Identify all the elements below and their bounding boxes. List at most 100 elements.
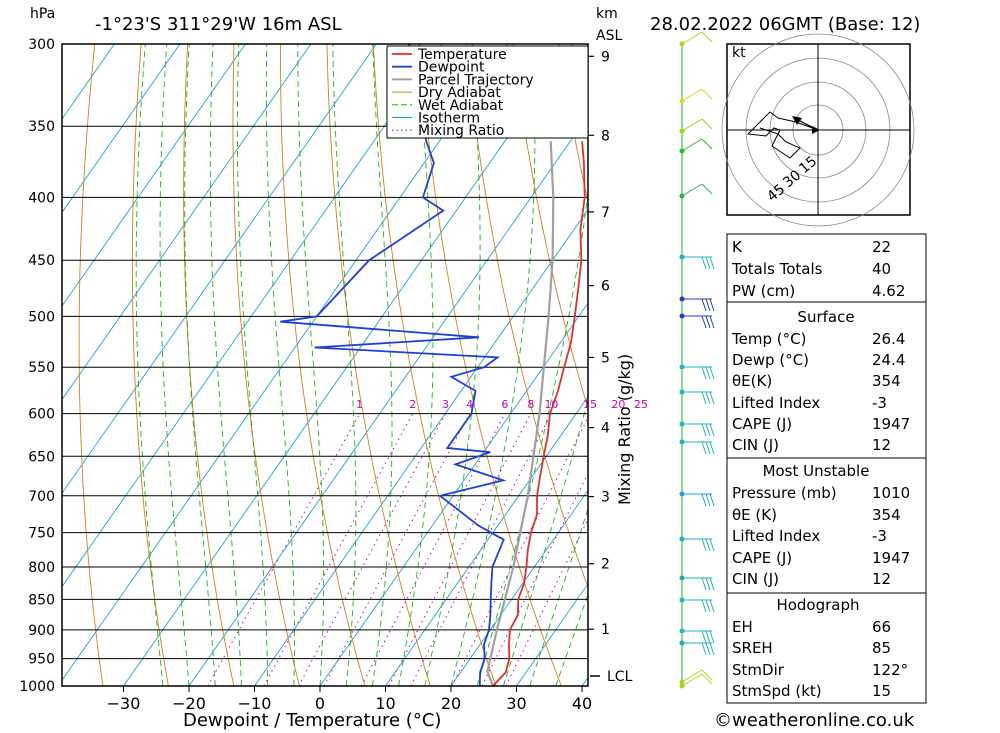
storm-motion-arrowhead [792,116,802,125]
dry-adiabat-line [977,44,1000,686]
wind-barb-flag [709,366,715,380]
height-tick-label: 2 [601,557,610,573]
hodograph-trace [746,111,819,159]
pressure-tick-label: 450 [28,253,55,269]
temperature-tick-label: 40 [572,694,592,713]
isotherm-line [62,44,377,494]
height-tick-label: 3 [601,490,610,506]
isotherm-line [123,44,574,686]
mixing-ratio-axis-label: Mixing Ratio (g/kg) [615,354,634,505]
pw-value: 4.62 [872,282,905,300]
wet-adiabat-line [135,44,164,686]
pressure-tick-label: 800 [28,560,55,576]
wind-barb-flag [705,315,711,329]
tt-label: Totals Totals [731,260,823,278]
wet-adiabat-line [332,44,357,686]
wet-adiabat-line [265,44,295,686]
wet-adiabat-line [209,44,242,686]
mixing-ratio-label: 10 [544,398,558,411]
sfc-li-label: Lifted Index [732,394,820,412]
wet-adiabat-line [555,593,588,686]
temperature-tick-label: 10 [375,694,395,713]
wind-barb-flag [701,673,713,685]
legend-label: Wet Adiabat [418,98,504,114]
wind-barb-staff [681,669,703,683]
mixing-ratio-line [481,472,588,686]
wind-barb-flag [701,577,707,591]
sfc-temp-label: Temp (°C) [731,330,806,348]
mixing-ratio-label: 8 [527,398,534,411]
mu-pressure-label: Pressure (mb) [732,484,837,502]
sounding-profiles [280,44,586,686]
pressure-tick-label: 750 [28,526,55,542]
height-tick-label: 1 [601,622,610,638]
mixing-ratio-label: 20 [611,398,625,411]
mixing-ratio-lines [207,413,588,686]
wind-barb-flag [709,538,715,552]
isotherm-line [62,44,312,401]
sfc-dewp-value: 24.4 [872,351,905,369]
location-title: -1°23'S 311°29'W 16m ASL [95,14,342,35]
pressure-tick-label: 950 [28,652,55,668]
sreh-value: 85 [872,639,891,657]
pressure-tick-label: 500 [28,309,55,325]
wet-adiabat-line [371,44,393,686]
wind-barb-flag [705,599,711,613]
pressure-grid [62,44,588,686]
temperature-tick-label: −30 [107,694,141,713]
temperature-line [492,141,586,686]
pressure-axis-labels: 300 350 400 450 500 550 600 650 700 750 800 850 900 9… [19,37,55,695]
wet-adiabat-line [297,44,325,686]
stmspd-value: 15 [872,682,891,700]
wind-barb-flag [705,642,711,656]
wind-barb-flag [705,298,711,312]
hodograph-ring [721,33,915,227]
wind-barb-flag [705,577,711,591]
pressure-tick-label: 550 [28,360,55,376]
mu-theta-value: 354 [872,506,901,524]
dry-adiabat-line [931,44,1000,686]
height-tick-label: 5 [601,350,610,366]
wind-barb-flag [709,441,715,455]
wind-barb-flag [701,538,707,552]
sfc-temp-value: 26.4 [872,330,905,348]
wind-barb-staff [681,88,703,102]
wind-barb-flag [701,256,707,270]
height-axis: 1 2 3 4 5 6 7 8 9 [588,49,610,638]
x-axis-label: Dewpoint / Temperature (°C) [183,710,441,731]
wind-barb-flag [709,256,715,270]
dry-adiabat-line [326,44,431,686]
mixing-ratio-line [207,413,361,686]
wind-barb-flag [705,256,711,270]
surface-title: Surface [797,308,854,326]
isotherm-line [62,44,443,588]
wet-adiabat-line [236,44,269,686]
km-unit: km [596,6,618,22]
pressure-tick-label: 400 [28,190,55,206]
height-tick-label: 8 [601,128,610,144]
wet-adiabat-line [476,188,588,686]
wind-barb-flag [705,366,711,380]
sfc-theta-label: θE(K) [732,372,772,390]
wet-adiabat-line [159,44,190,686]
wet-adiabat-lines [135,44,588,686]
dewpoint-line [280,44,507,686]
stmdir-value: 122° [872,661,908,679]
legend-label: Dewpoint [418,60,485,76]
pressure-tick-label: 700 [28,489,55,505]
wind-barb-flag [709,423,715,437]
hodograph-unit: kt [732,45,746,61]
pressure-tick-label: 850 [28,592,55,608]
pressure-tick-label: 300 [28,37,55,53]
temperature-tick-label: −20 [172,694,206,713]
sfc-cape-label: CAPE (J) [732,415,792,433]
dry-adiabat-line [280,44,366,686]
mixing-ratio-line [323,413,471,686]
isotherm-line [62,44,246,307]
tt-value: 40 [872,260,891,278]
legend-label: Dry Adiabat [418,85,501,101]
sreh-label: SREH [732,639,773,657]
lcl-label: LCL [607,669,633,685]
stmspd-label: StmSpd (kt) [732,682,822,700]
